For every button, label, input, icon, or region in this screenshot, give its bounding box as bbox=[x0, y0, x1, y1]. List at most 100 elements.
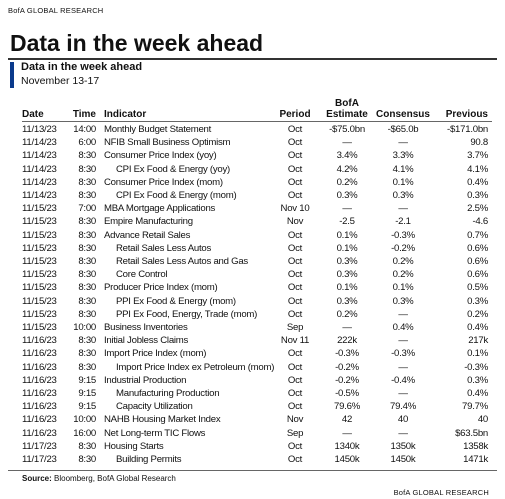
date-cell: 11/16/23 bbox=[22, 361, 57, 373]
indicator-cell: Consumer Price Index (yoy) bbox=[104, 150, 217, 162]
date-cell: 11/16/23 bbox=[22, 414, 57, 426]
consensus-cell: -0.2% bbox=[391, 242, 415, 254]
time-cell: 14:00 bbox=[73, 124, 96, 135]
time-cell: 8:30 bbox=[78, 163, 96, 175]
subtitle: Data in the week ahead bbox=[21, 61, 143, 73]
previous-cell: 0.3% bbox=[467, 374, 488, 386]
period-cell: Oct bbox=[287, 150, 303, 162]
consensus-cell: -0.3% bbox=[391, 348, 415, 360]
consensus-cell: 0.1% bbox=[392, 282, 414, 294]
date-cell: 11/17/23 bbox=[22, 440, 57, 452]
previous-cell: 0.3% bbox=[467, 190, 488, 201]
time-cell: 8:30 bbox=[78, 348, 96, 360]
consensus-cell: 0.3% bbox=[392, 190, 414, 201]
previous-cell: 2.5% bbox=[467, 203, 488, 215]
consensus-cell: 4.1% bbox=[392, 163, 414, 175]
consensus-cell: -2.1 bbox=[395, 216, 411, 228]
date-cell: 11/14/23 bbox=[22, 190, 57, 201]
indicator-cell: Import Price Index ex Petroleum (mom) bbox=[116, 361, 275, 373]
time-cell: 8:30 bbox=[78, 308, 96, 320]
bofa-estimate-cell: -0.2% bbox=[335, 361, 359, 373]
date-cell: 11/15/23 bbox=[22, 216, 57, 228]
footer-rule bbox=[8, 470, 497, 471]
period-cell: Oct bbox=[287, 282, 303, 294]
period-cell: Oct bbox=[287, 229, 303, 241]
time-cell: 8:30 bbox=[78, 229, 96, 241]
period-cell: Oct bbox=[287, 163, 303, 175]
column-header: Date bbox=[22, 109, 44, 120]
indicator-cell: Initial Jobless Claims bbox=[104, 335, 189, 347]
previous-cell: 0.6% bbox=[467, 256, 488, 267]
indicator-cell: NAHB Housing Market Index bbox=[104, 414, 221, 426]
time-cell: 8:30 bbox=[78, 440, 96, 452]
consensus-cell: — bbox=[398, 203, 408, 215]
bofa-estimate-cell: -2.5 bbox=[339, 216, 355, 228]
consensus-cell: 0.1% bbox=[392, 176, 414, 188]
consensus-cell: — bbox=[398, 388, 408, 399]
consensus-cell: 3.3% bbox=[392, 150, 414, 162]
bofa-estimate-cell: 1340k bbox=[334, 440, 360, 452]
accent-bar bbox=[10, 62, 14, 88]
previous-cell: 40 bbox=[477, 414, 488, 426]
column-header: Period bbox=[279, 109, 311, 120]
period-cell: Oct bbox=[287, 308, 303, 320]
period-cell: Oct bbox=[287, 440, 303, 452]
time-cell: 9:15 bbox=[78, 388, 96, 399]
indicator-cell: Empire Manufacturing bbox=[104, 216, 193, 228]
indicator-cell: Manufacturing Production bbox=[116, 388, 220, 399]
header-rule bbox=[22, 121, 492, 122]
date-cell: 11/15/23 bbox=[22, 256, 57, 267]
bofa-estimate-cell: 79.6% bbox=[334, 401, 360, 413]
previous-cell: $63.5bn bbox=[455, 427, 488, 439]
bofa-estimate-cell: — bbox=[342, 203, 352, 215]
indicator-cell: Industrial Production bbox=[104, 374, 187, 386]
date-cell: 11/16/23 bbox=[22, 374, 57, 386]
bofa-estimate-cell: 222k bbox=[337, 335, 357, 347]
bofa-estimate-cell: 0.1% bbox=[336, 229, 358, 241]
column-header: Time bbox=[72, 109, 96, 120]
previous-cell: 0.4% bbox=[467, 388, 488, 399]
bofa-estimate-cell: 0.3% bbox=[336, 256, 358, 267]
column-header: Consensus bbox=[376, 109, 430, 120]
previous-cell: 79.7% bbox=[462, 401, 488, 413]
bofa-estimate-cell: -$75.0bn bbox=[329, 124, 365, 135]
date-cell: 11/15/23 bbox=[22, 295, 57, 307]
indicator-cell: CPI Ex Food & Energy (mom) bbox=[116, 190, 237, 201]
period-cell: Oct bbox=[287, 374, 303, 386]
indicator-cell: Housing Starts bbox=[104, 440, 164, 452]
time-cell: 8:30 bbox=[78, 176, 96, 188]
previous-cell: -4.6 bbox=[472, 216, 488, 228]
consensus-cell: 0.3% bbox=[392, 295, 414, 307]
date-cell: 11/17/23 bbox=[22, 454, 57, 465]
indicator-cell: Retail Sales Less Autos and Gas bbox=[116, 256, 248, 267]
period-cell: Oct bbox=[287, 269, 303, 281]
consensus-cell: -0.3% bbox=[391, 229, 415, 241]
bofa-estimate-cell: 0.2% bbox=[336, 308, 358, 320]
time-cell: 7:00 bbox=[78, 203, 96, 215]
period-cell: Oct bbox=[287, 401, 303, 413]
bofa-estimate-cell: 0.3% bbox=[336, 190, 358, 201]
consensus-cell: 1350k bbox=[390, 440, 416, 452]
consensus-cell: — bbox=[398, 427, 408, 439]
column-header: Indicator bbox=[104, 109, 147, 120]
period-cell: Oct bbox=[287, 454, 303, 465]
time-cell: 8:30 bbox=[78, 269, 96, 281]
period-cell: Sep bbox=[286, 322, 304, 333]
period-cell: Oct bbox=[287, 137, 303, 149]
bofa-estimate-cell: — bbox=[342, 322, 352, 333]
indicator-cell: Monthly Budget Statement bbox=[104, 124, 212, 135]
time-cell: 16:00 bbox=[73, 427, 96, 439]
period-cell: Oct bbox=[287, 242, 303, 254]
consensus-cell: 40 bbox=[397, 414, 409, 426]
date-cell: 11/14/23 bbox=[22, 137, 57, 149]
previous-cell: 1471k bbox=[463, 454, 488, 465]
previous-cell: 0.3% bbox=[467, 295, 488, 307]
consensus-cell: -$65.0b bbox=[387, 124, 419, 135]
time-cell: 8:30 bbox=[78, 216, 96, 228]
indicator-cell: CPI Ex Food & Energy (yoy) bbox=[116, 163, 230, 175]
consensus-cell: 1450k bbox=[390, 454, 416, 465]
bofa-estimate-cell: 0.2% bbox=[336, 176, 358, 188]
period-cell: Nov bbox=[286, 414, 304, 426]
bofa-estimate-cell: 42 bbox=[341, 414, 353, 426]
